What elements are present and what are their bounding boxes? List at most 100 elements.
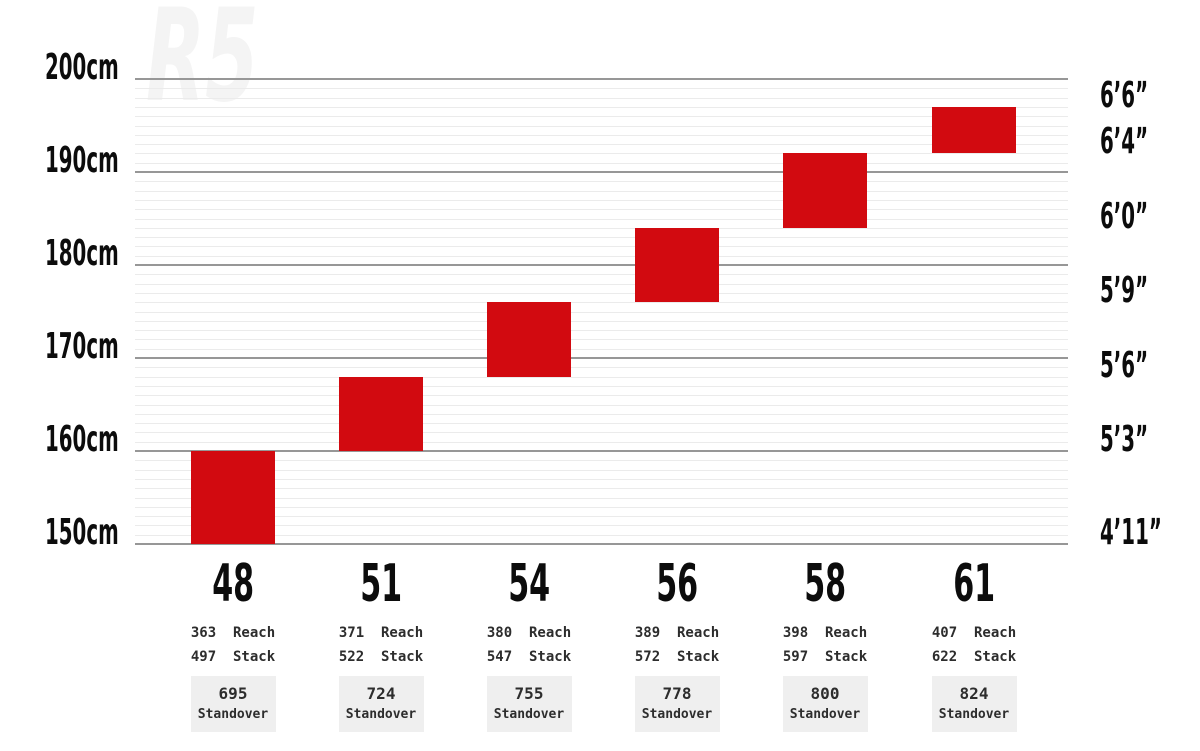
standover-box-size-61: 824 Standover <box>931 676 1017 732</box>
frame-size-label-61: 61 <box>904 556 1044 612</box>
left-axis-tick-170cm: 170cm <box>45 329 179 365</box>
minor-gridline <box>135 153 1068 155</box>
height-range-bar-size-48 <box>191 451 275 544</box>
minor-gridline <box>135 190 1068 192</box>
standover-box-size-54: 755 Standover <box>486 676 572 732</box>
minor-gridline <box>135 227 1068 229</box>
reach-stack-size-48: 363 Reach 497 Stack <box>190 625 276 665</box>
frame-size-value: 58 <box>804 554 846 614</box>
frame-size-value: 48 <box>212 554 254 614</box>
height-range-bar-size-56 <box>635 227 719 303</box>
minor-gridline <box>135 237 1068 239</box>
standover-value: 824 <box>959 684 989 703</box>
left-axis-tick-190cm: 190cm <box>45 143 179 179</box>
minor-gridline <box>135 367 1068 369</box>
left-axis-tick-label: 200cm <box>45 47 119 88</box>
minor-gridline <box>135 534 1068 536</box>
minor-gridline <box>135 246 1068 248</box>
standover-value: 755 <box>514 684 544 703</box>
height-range-bar-size-58 <box>783 153 867 228</box>
frame-size-value: 61 <box>953 554 995 614</box>
minor-gridline <box>135 255 1068 257</box>
height-range-bar-size-54 <box>487 302 571 377</box>
left-axis-tick-150cm: 150cm <box>45 515 179 551</box>
right-axis-tick-label: 5’9” <box>1100 270 1149 312</box>
standover-value: 778 <box>662 684 692 703</box>
minor-gridline <box>135 330 1068 332</box>
height-range-bar-size-61 <box>932 106 1016 154</box>
left-axis-tick-label: 180cm <box>45 233 119 274</box>
minor-gridline <box>135 106 1068 108</box>
major-gridline <box>135 78 1068 80</box>
reach-stack-size-54: 380 Reach 547 Stack <box>486 625 572 665</box>
major-gridline <box>135 264 1068 266</box>
minor-gridline <box>135 320 1068 322</box>
standover-label: Standover <box>938 707 1010 722</box>
reach-stack-size-51: 371 Reach 522 Stack <box>338 625 424 665</box>
right-axis-tick-label: 6’6” <box>1100 74 1149 116</box>
minor-gridline <box>135 134 1068 136</box>
standover-value: 724 <box>366 684 396 703</box>
reach-stack-size-61: 407 Reach 622 Stack <box>931 625 1017 665</box>
standover-label: Standover <box>493 707 565 722</box>
minor-gridline <box>135 423 1068 425</box>
right-axis-tick-176cm: 5’9” <box>1100 273 1187 309</box>
minor-gridline <box>135 348 1068 350</box>
frame-size-label-54: 54 <box>459 556 599 612</box>
minor-gridline <box>135 116 1068 118</box>
right-axis-tick-label: 6’4” <box>1100 121 1149 163</box>
major-gridline <box>135 357 1068 359</box>
model-watermark: R5 <box>146 0 259 131</box>
left-axis-tick-label: 190cm <box>45 140 119 181</box>
height-range-bar-size-51 <box>339 376 423 451</box>
right-axis-tick-160cm: 5’3” <box>1100 422 1187 458</box>
minor-gridline <box>135 88 1068 90</box>
standover-label: Standover <box>789 707 861 722</box>
reach-stack-size-56: 389 Reach 572 Stack <box>634 625 720 665</box>
minor-gridline <box>135 181 1068 183</box>
right-axis-tick-197cm: 6’6” <box>1100 74 1187 116</box>
minor-gridline <box>135 488 1068 490</box>
standover-value: 800 <box>810 684 840 703</box>
standover-box-size-58: 800 Standover <box>782 676 868 732</box>
minor-gridline <box>135 376 1068 378</box>
minor-gridline <box>135 413 1068 415</box>
frame-size-label-51: 51 <box>311 556 451 612</box>
minor-gridline <box>135 497 1068 499</box>
right-axis-tick-150cm: 4’11” <box>1100 515 1200 551</box>
minor-gridline <box>135 395 1068 397</box>
minor-gridline <box>135 292 1068 294</box>
minor-gridline <box>135 404 1068 406</box>
right-axis-tick-label: 6’0” <box>1100 195 1149 237</box>
minor-gridline <box>135 441 1068 443</box>
minor-gridline <box>135 97 1068 99</box>
left-axis-tick-160cm: 160cm <box>45 422 179 458</box>
minor-gridline <box>135 218 1068 220</box>
left-axis-tick-label: 170cm <box>45 326 119 367</box>
minor-gridline <box>135 209 1068 211</box>
minor-gridline <box>135 460 1068 462</box>
minor-gridline <box>135 144 1068 146</box>
minor-gridline <box>135 432 1068 434</box>
minor-gridline <box>135 339 1068 341</box>
minor-gridline <box>135 274 1068 276</box>
right-axis-tick-168cm: 5’6” <box>1100 347 1187 384</box>
right-axis-tick-label: 4’11” <box>1100 512 1162 553</box>
standover-box-size-51: 724 Standover <box>338 676 424 732</box>
frame-size-label-56: 56 <box>607 556 747 612</box>
minor-gridline <box>135 302 1068 304</box>
minor-gridline <box>135 506 1068 508</box>
minor-gridline <box>135 516 1068 518</box>
major-gridline <box>135 171 1068 173</box>
standover-box-size-48: 695 Standover <box>190 676 276 732</box>
frame-size-value: 54 <box>508 554 550 614</box>
standover-value: 695 <box>218 684 248 703</box>
minor-gridline <box>135 125 1068 127</box>
frame-size-value: 56 <box>656 554 698 614</box>
standover-box-size-56: 778 Standover <box>634 676 720 732</box>
frame-size-label-48: 48 <box>163 556 303 612</box>
minor-gridline <box>135 311 1068 313</box>
right-axis-tick-label: 5’3” <box>1100 419 1149 460</box>
right-axis-tick-184cm: 6’0” <box>1100 195 1187 237</box>
